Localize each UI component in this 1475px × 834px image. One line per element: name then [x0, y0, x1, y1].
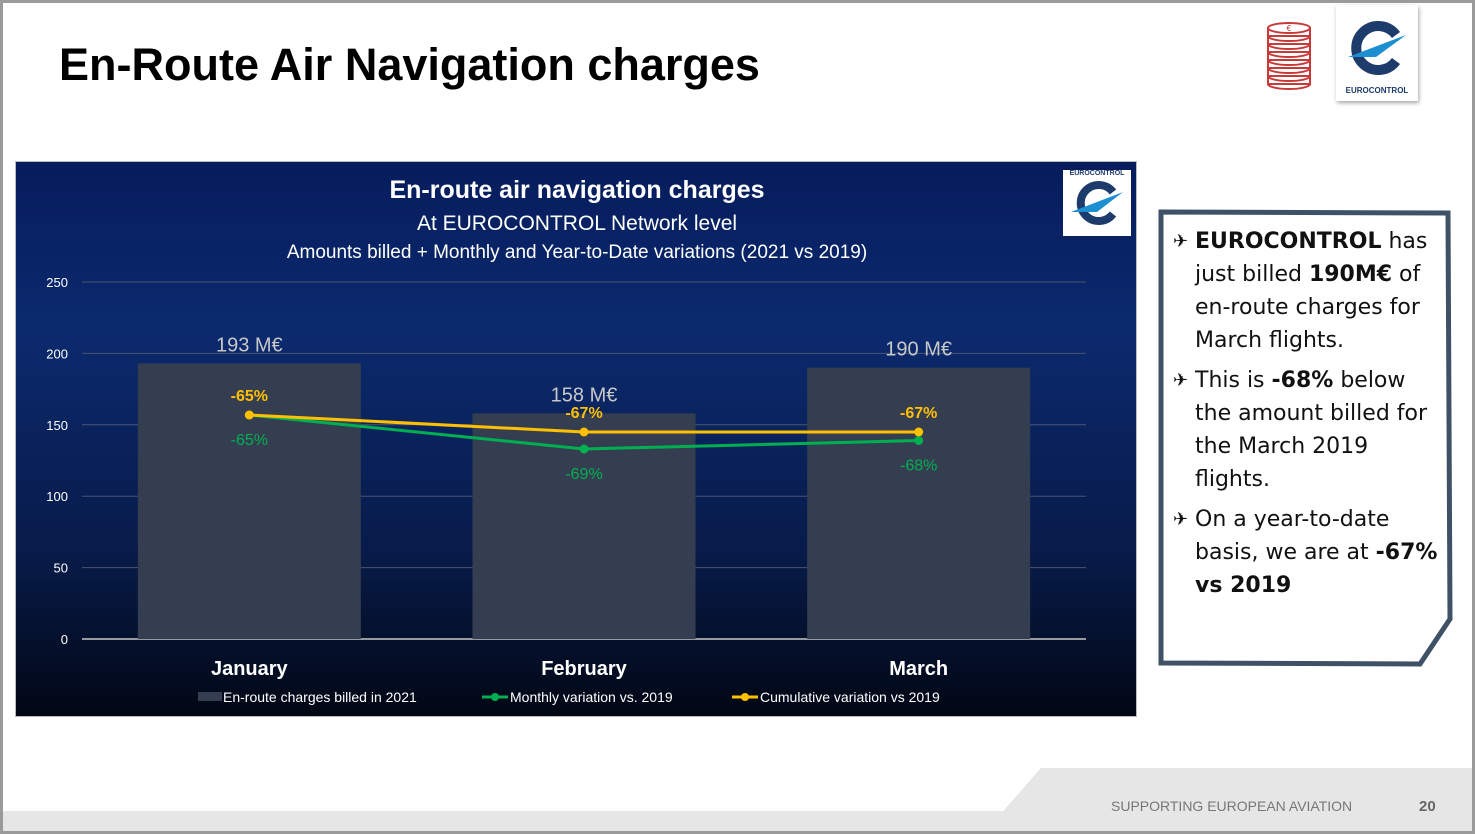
bullet-text-run: of en-route charges for March flights.: [1195, 262, 1421, 353]
bullet-text-run: has just billed: [1195, 229, 1428, 287]
logo-text: EUROCONTROL: [1069, 170, 1125, 177]
y-tick-label: 50: [54, 561, 68, 576]
airplane-bullet-icon: ✈: [1173, 509, 1189, 530]
slide: En-Route Air Navigation charges € EUROCO…: [3, 3, 1472, 831]
bar-data-label: 193 M€: [216, 334, 283, 356]
x-tick-label: February: [541, 658, 627, 680]
textbox-border: [1158, 209, 1453, 667]
eurocontrol-logo-icon: [1348, 21, 1406, 75]
line-data-label: -69%: [565, 466, 602, 483]
y-tick-label: 150: [46, 418, 68, 433]
svg-text:€: €: [1286, 24, 1291, 33]
y-tick-label: 100: [46, 489, 68, 504]
bullet-item: ✈ This is -68% below the amount billed fo…: [1173, 364, 1443, 496]
bullet-text-run: On a year-to-date basis, we are at: [1195, 507, 1390, 565]
bullet-text: This is -68% below the amount billed for…: [1195, 364, 1443, 496]
bullet-text-run: EUROCONTROL: [1195, 229, 1382, 254]
line-point: [914, 427, 924, 437]
legend-marker: [491, 693, 499, 701]
legend-swatch: [198, 692, 222, 701]
bullet-text: EUROCONTROL has just billed 190M€ of en-…: [1195, 225, 1443, 357]
chart: En-route air navigation charges At EUROCO…: [15, 161, 1137, 717]
legend-marker: [741, 693, 749, 701]
line-point: [914, 436, 924, 445]
chart-subtitle-2: Amounts billed + Monthly and Year-to-Dat…: [287, 242, 867, 263]
footer-text: SUPPORTING EUROPEAN AVIATION: [1111, 798, 1353, 814]
bullet-text-run: 190M€: [1308, 262, 1393, 287]
line-data-label: -65%: [231, 388, 268, 405]
eurocontrol-logo: EUROCONTROL: [1336, 5, 1418, 101]
bullet-text-run: -68%: [1271, 368, 1334, 393]
line-point: [244, 410, 254, 420]
bullet-text-run: below the amount billed for the March 20…: [1195, 368, 1428, 492]
airplane-bullet-icon: ✈: [1173, 231, 1189, 252]
line-data-label: -68%: [900, 458, 937, 475]
bullet-text-run: -67% vs 2019: [1195, 540, 1438, 598]
line-data-label: -65%: [231, 432, 268, 449]
euro-coins-icon: €: [1267, 22, 1311, 90]
bar-data-label: 158 M€: [551, 384, 618, 406]
summary-textbox: ✈ EUROCONTROL has just billed 190M€ of en…: [1158, 209, 1454, 669]
bullet-text: On a year-to-date basis, we are at -67% …: [1195, 503, 1443, 602]
line-point: [579, 427, 589, 437]
legend-label: En-route charges billed in 2021: [223, 689, 417, 705]
bullet-text-run: This is: [1195, 368, 1272, 393]
footer-shape: [997, 768, 1472, 818]
chart-svg: En-route air navigation charges At EUROCO…: [46, 176, 1086, 705]
y-tick-label: 250: [46, 275, 68, 290]
x-tick-label: March: [889, 658, 948, 680]
y-tick-label: 200: [46, 346, 68, 361]
airplane-bullet-icon: ✈: [1173, 370, 1189, 391]
page-number: 20: [1419, 798, 1436, 815]
logo-text: EUROCONTROL: [1345, 86, 1409, 95]
bar: [807, 367, 1031, 639]
eurocontrol-logo-icon: [1071, 181, 1123, 225]
chart-subtitle: At EUROCONTROL Network level: [417, 212, 737, 235]
bullet-list: ✈ EUROCONTROL has just billed 190M€ of en…: [1173, 225, 1443, 609]
bar: [137, 363, 361, 639]
chart-eurocontrol-logo: EUROCONTROL: [1063, 170, 1131, 236]
bullet-item: ✈ EUROCONTROL has just billed 190M€ of en…: [1173, 225, 1443, 357]
x-tick-label: January: [211, 658, 289, 680]
y-tick-label: 0: [61, 632, 68, 647]
footer-bar: [3, 811, 1472, 831]
bullet-item: ✈ On a year-to-date basis, we are at -67%…: [1173, 503, 1443, 602]
legend-label: Monthly variation vs. 2019: [510, 689, 673, 705]
line-data-label: -67%: [900, 405, 937, 422]
line-data-label: -67%: [565, 405, 602, 422]
legend-label: Cumulative variation vs 2019: [760, 689, 940, 705]
chart-title: En-route air navigation charges: [389, 176, 764, 204]
line-point: [579, 444, 589, 454]
slide-title: En-Route Air Navigation charges: [59, 39, 760, 90]
bar-data-label: 190 M€: [885, 339, 952, 361]
